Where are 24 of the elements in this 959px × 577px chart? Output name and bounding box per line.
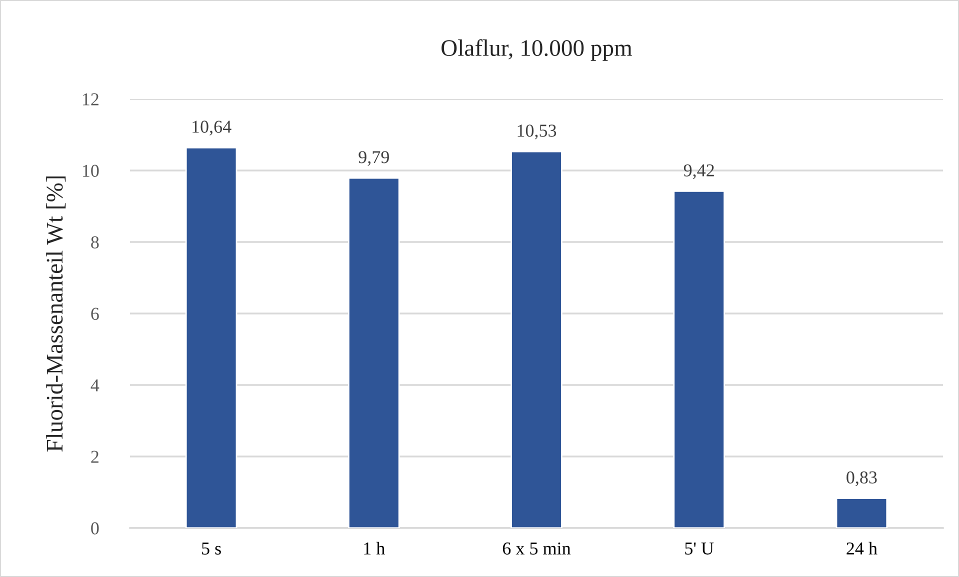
data-label: 9,79 [358, 151, 389, 166]
chart-title: Olaflur, 10.000 ppm [442, 39, 632, 61]
y-tick-label: 6 [91, 308, 99, 320]
bar [348, 177, 400, 528]
y-tick-label: 4 [90, 379, 100, 392]
x-tick-label: 24 h [846, 542, 878, 554]
x-tick-label: 1 h [364, 542, 385, 554]
bar [185, 146, 238, 528]
data-label: 10,53 [518, 124, 556, 140]
bar [673, 190, 725, 528]
bar [836, 498, 888, 528]
y-axis-title: Fluorid-Massenanteil Wt [%] [46, 176, 66, 452]
data-label: 0,83 [846, 471, 877, 486]
bar [510, 150, 562, 528]
x-tick-label: 5 s [202, 542, 221, 555]
x-tick-label: 6 x 5 min [502, 542, 571, 555]
y-tick-label: 10 [82, 164, 99, 177]
data-label: 9,42 [684, 164, 714, 180]
x-tick-label: 5' U [685, 542, 714, 555]
y-tick-label: 0 [91, 522, 99, 534]
y-tick-label: 12 [82, 93, 98, 106]
y-tick-label: 2 [91, 450, 98, 463]
y-tick-label: 8 [91, 236, 99, 248]
data-label: 10,64 [192, 120, 232, 136]
